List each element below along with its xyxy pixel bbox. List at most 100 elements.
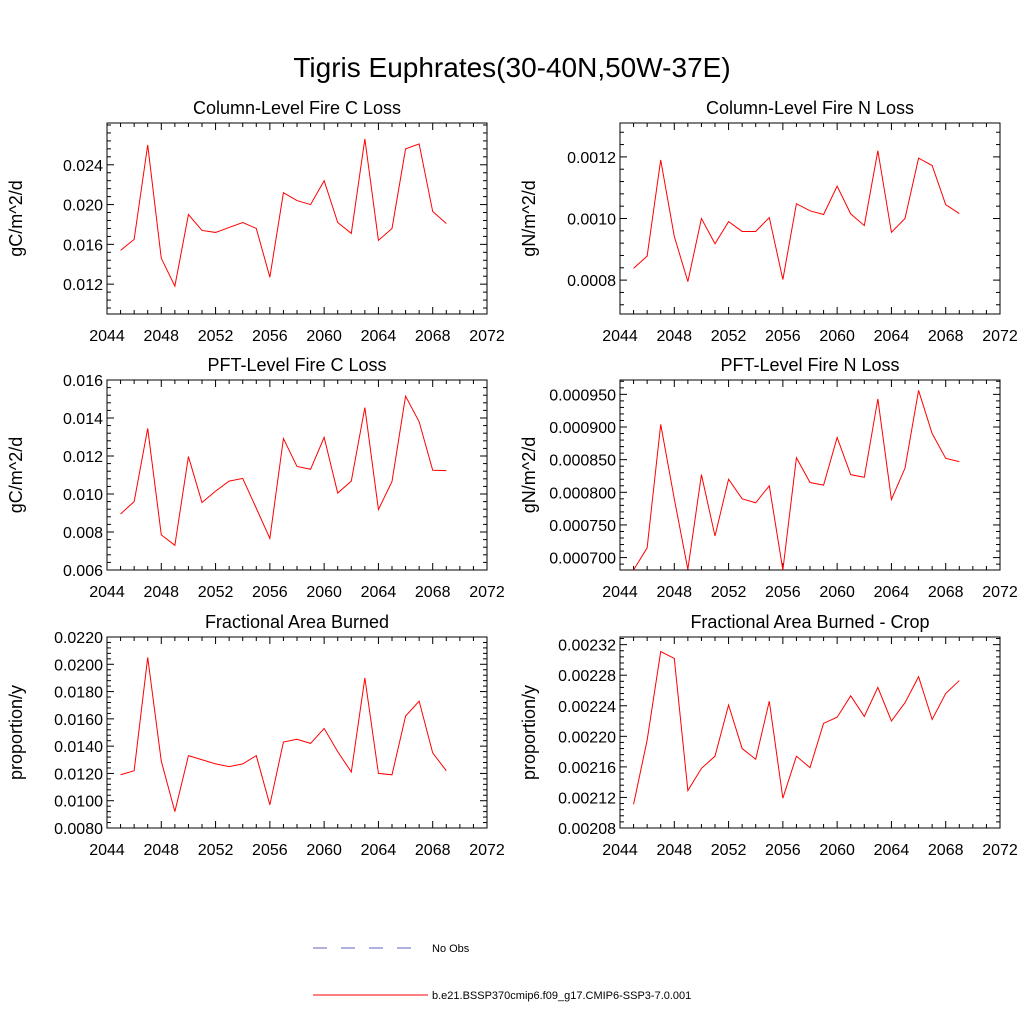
y-tick-label: 0.0100 bbox=[54, 794, 103, 811]
y-tick-label: 0.014 bbox=[63, 411, 103, 428]
x-tick-label: 2072 bbox=[982, 328, 1018, 345]
x-tick-label: 2052 bbox=[198, 584, 234, 601]
plot-frame bbox=[619, 122, 1001, 315]
x-tick-label: 2048 bbox=[656, 584, 692, 601]
x-tick-label: 2064 bbox=[874, 842, 910, 859]
series-line bbox=[120, 138, 447, 288]
y-tick-label: 0.000850 bbox=[549, 453, 616, 470]
x-tick-label: 2060 bbox=[306, 842, 342, 859]
series-line bbox=[633, 150, 960, 282]
x-tick-label: 2052 bbox=[711, 584, 747, 601]
y-tick-label: 0.012 bbox=[63, 277, 103, 294]
y-tick-label: 0.000700 bbox=[549, 551, 616, 568]
y-tick-label: 0.00216 bbox=[558, 760, 616, 777]
panel-title: Fractional Area Burned bbox=[205, 612, 389, 632]
y-tick-label: 0.0200 bbox=[54, 657, 103, 674]
x-tick-label: 2048 bbox=[656, 328, 692, 345]
x-tick-label: 2064 bbox=[874, 584, 910, 601]
y-tick-label: 0.008 bbox=[63, 525, 103, 542]
x-tick-label: 2068 bbox=[928, 328, 964, 345]
plot-frame bbox=[619, 636, 1001, 829]
x-tick-label: 2048 bbox=[143, 584, 179, 601]
x-tick-label: 2044 bbox=[602, 584, 638, 601]
x-tick-label: 2072 bbox=[469, 842, 505, 859]
y-tick-label: 0.0220 bbox=[54, 630, 103, 647]
x-tick-label: 2056 bbox=[252, 584, 288, 601]
x-tick-label: 2044 bbox=[89, 842, 125, 859]
y-tick-label: 0.00220 bbox=[558, 729, 616, 746]
y-tick-label: 0.0008 bbox=[567, 273, 616, 290]
legend: No Obs b.e21.BSSP370cmip6.f09_g17.CMIP6-… bbox=[313, 943, 691, 1002]
x-tick-label: 2056 bbox=[765, 584, 801, 601]
y-axis-label: gC/m^2/d bbox=[6, 180, 26, 256]
x-tick-label: 2064 bbox=[361, 584, 397, 601]
x-tick-label: 2048 bbox=[656, 842, 692, 859]
y-axis-label: proportion/y bbox=[519, 685, 539, 780]
panel-4: PFT-Level Fire N Loss gN/m^2/d 2044 2048 205… bbox=[519, 355, 1018, 601]
y-tick-label: 0.010 bbox=[63, 487, 103, 504]
x-tick-label: 2068 bbox=[928, 842, 964, 859]
plot-frame bbox=[106, 636, 488, 829]
series-line bbox=[633, 390, 960, 570]
x-tick-label: 2064 bbox=[874, 328, 910, 345]
x-tick-label: 2044 bbox=[602, 328, 638, 345]
y-tick-label: 0.00212 bbox=[558, 790, 616, 807]
x-tick-label: 2060 bbox=[819, 842, 855, 859]
y-tick-label: 0.000800 bbox=[549, 485, 616, 502]
x-tick-label: 2052 bbox=[711, 328, 747, 345]
plot-frame bbox=[106, 379, 488, 571]
x-tick-label: 2052 bbox=[711, 842, 747, 859]
x-tick-label: 2072 bbox=[469, 584, 505, 601]
x-tick-label: 2044 bbox=[89, 328, 125, 345]
series-line bbox=[120, 394, 447, 547]
x-tick-label: 2060 bbox=[306, 328, 342, 345]
y-tick-label: 0.0140 bbox=[54, 739, 103, 756]
y-axis-label: gC/m^2/d bbox=[6, 437, 26, 513]
x-tick-label: 2056 bbox=[252, 328, 288, 345]
y-tick-label: 0.012 bbox=[63, 449, 103, 466]
panel-title: PFT-Level Fire C Loss bbox=[207, 355, 386, 375]
panel-5: Fractional Area Burned proportion/y 2044 20… bbox=[6, 612, 505, 859]
x-tick-label: 2072 bbox=[982, 584, 1018, 601]
y-tick-label: 0.006 bbox=[63, 563, 103, 580]
x-tick-label: 2068 bbox=[415, 584, 451, 601]
legend-obs-label: No Obs bbox=[432, 943, 470, 955]
y-tick-label: 0.000900 bbox=[549, 420, 616, 437]
x-tick-label: 2060 bbox=[819, 328, 855, 345]
y-tick-label: 0.016 bbox=[63, 373, 103, 390]
y-tick-label: 0.024 bbox=[63, 158, 103, 175]
x-tick-label: 2044 bbox=[602, 842, 638, 859]
y-tick-label: 0.000750 bbox=[549, 518, 616, 535]
y-tick-label: 0.0012 bbox=[567, 150, 616, 167]
y-tick-label: 0.0120 bbox=[54, 766, 103, 783]
panel-title: Column-Level Fire C Loss bbox=[193, 98, 401, 118]
y-tick-label: 0.020 bbox=[63, 198, 103, 215]
panel-title: Fractional Area Burned - Crop bbox=[690, 612, 929, 632]
y-axis-label: gN/m^2/d bbox=[519, 437, 539, 513]
y-axis-label: proportion/y bbox=[6, 685, 26, 780]
y-tick-label: 0.0180 bbox=[54, 685, 103, 702]
panel-1: Column-Level Fire C Loss gC/m^2/d 2044 2048… bbox=[6, 98, 505, 345]
figure-title: Tigris Euphrates(30-40N,50W-37E) bbox=[293, 52, 730, 83]
panel-title: Column-Level Fire N Loss bbox=[706, 98, 914, 118]
x-tick-label: 2044 bbox=[89, 584, 125, 601]
y-tick-label: 0.0080 bbox=[54, 821, 103, 838]
x-tick-label: 2056 bbox=[765, 842, 801, 859]
x-tick-label: 2064 bbox=[361, 842, 397, 859]
series-line bbox=[633, 650, 960, 805]
y-axis-label: gN/m^2/d bbox=[519, 180, 539, 256]
x-tick-label: 2072 bbox=[982, 842, 1018, 859]
y-tick-label: 0.00228 bbox=[558, 668, 616, 685]
x-tick-label: 2056 bbox=[765, 328, 801, 345]
x-tick-label: 2060 bbox=[306, 584, 342, 601]
x-tick-label: 2056 bbox=[252, 842, 288, 859]
x-tick-label: 2060 bbox=[819, 584, 855, 601]
x-tick-label: 2068 bbox=[928, 584, 964, 601]
x-tick-label: 2064 bbox=[361, 328, 397, 345]
panel-2: Column-Level Fire N Loss gN/m^2/d 2044 2048… bbox=[519, 98, 1018, 345]
y-tick-label: 0.00208 bbox=[558, 821, 616, 838]
panel-6: Fractional Area Burned - Crop proportion/… bbox=[519, 612, 1018, 859]
legend-model-label: b.e21.BSSP370cmip6.f09_g17.CMIP6-SSP3-7.… bbox=[432, 990, 691, 1002]
plot-frame bbox=[106, 122, 488, 315]
